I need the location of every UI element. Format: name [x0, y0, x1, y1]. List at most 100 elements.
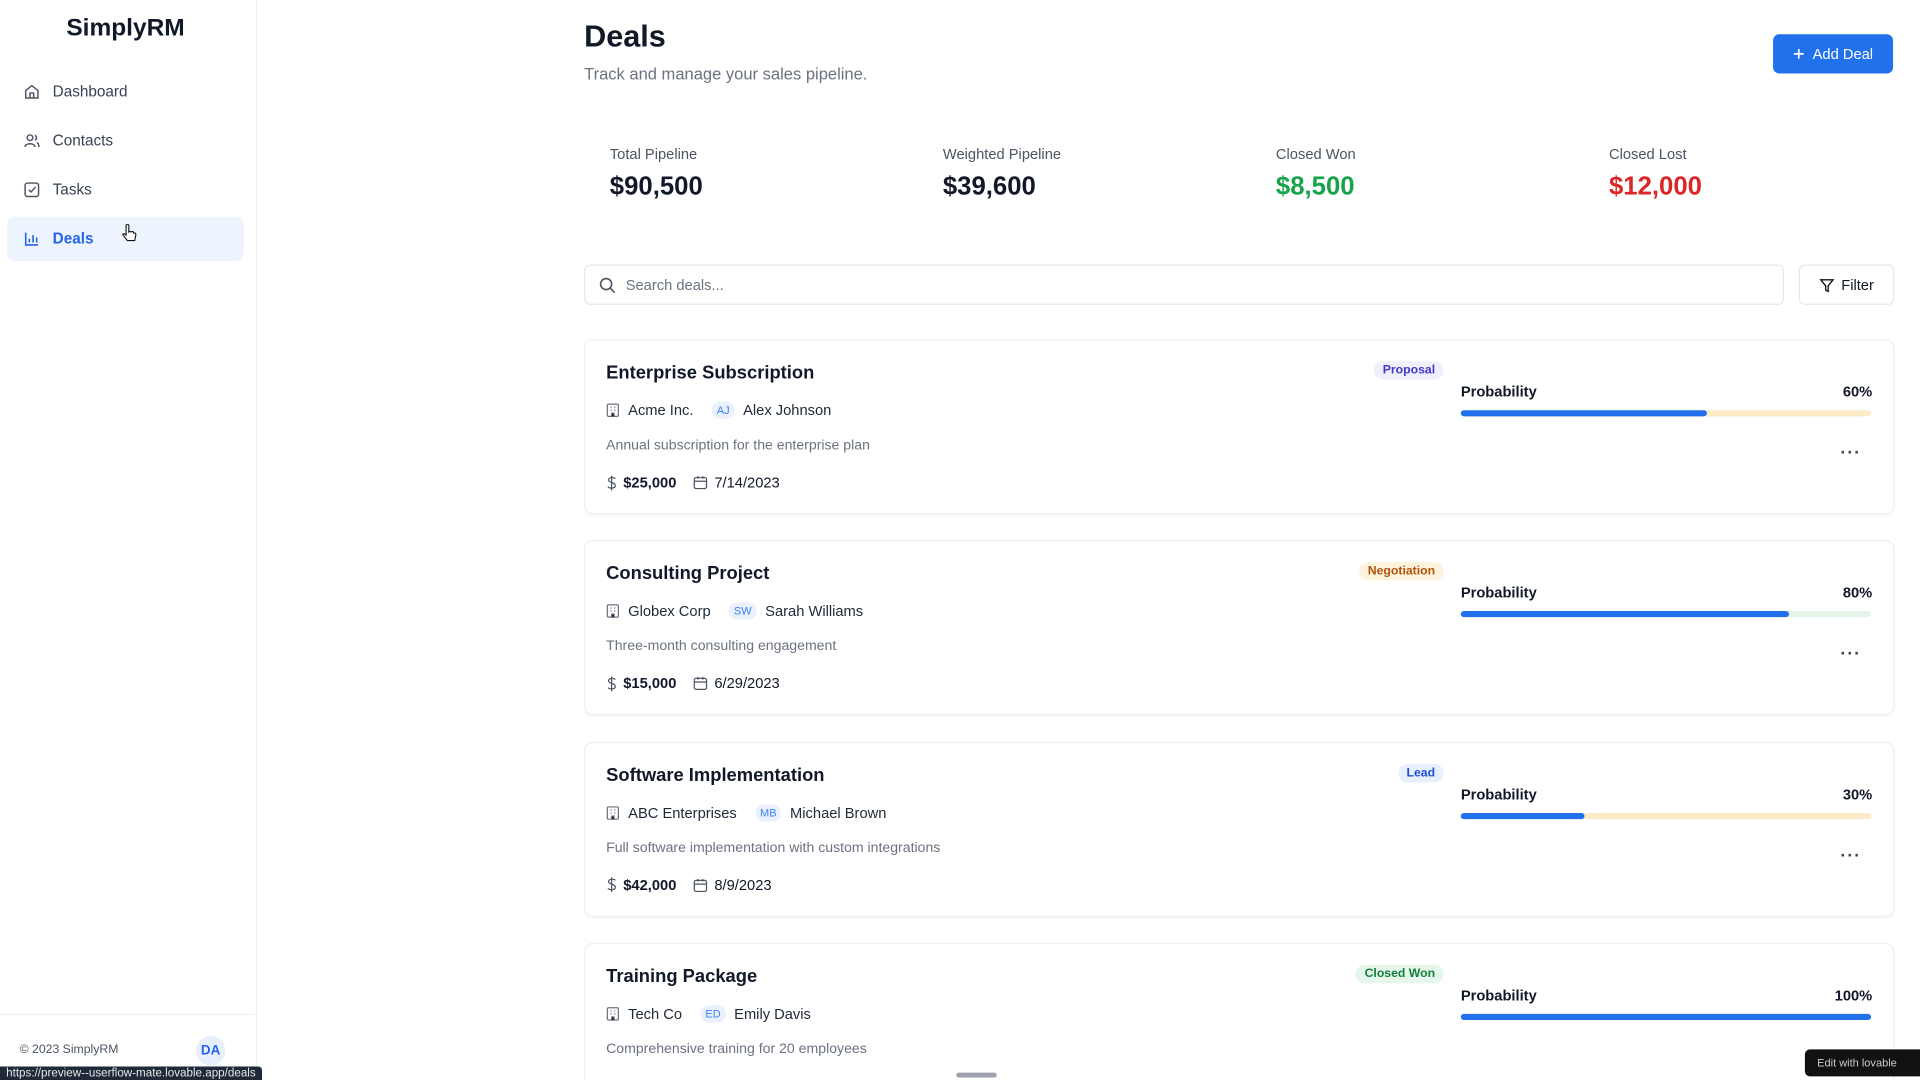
icon-building-svg — [606, 805, 619, 820]
status-badge: Closed Won — [1356, 964, 1444, 984]
icon-check — [24, 182, 40, 198]
icon-calendar — [694, 676, 709, 691]
contact-initials: ED — [700, 1005, 726, 1023]
deal-description: Full software implementation with custom… — [606, 840, 941, 856]
company: Acme Inc. — [628, 401, 694, 419]
probability-bar — [1460, 410, 1707, 417]
deal-title: Consulting Project — [606, 563, 770, 585]
probability-value: 100% — [1834, 986, 1873, 1004]
company: Tech Co — [628, 1005, 683, 1023]
filter-button[interactable]: Filter — [1798, 264, 1895, 305]
icon-building — [606, 403, 619, 418]
deal-description: Three-month consulting engagement — [606, 639, 837, 655]
close-date: 8/9/2023 — [714, 876, 772, 894]
icon-dollar — [606, 676, 617, 692]
icon-calendar-svg — [694, 677, 708, 691]
stat-label: Weighted Pipeline — [942, 145, 1062, 163]
deal-meta: Tech Co ED Emily Davis — [606, 1005, 811, 1023]
probability-label: Probability — [1460, 986, 1537, 1004]
stat-value: $90,500 — [609, 172, 703, 201]
search-input[interactable]: Search deals... — [584, 264, 1785, 305]
stat-value: $12,000 — [1608, 172, 1702, 201]
brand: SimplyRM — [66, 14, 185, 42]
deal-amount-date: $15,000 6/29/2023 — [606, 675, 780, 692]
icon-search — [599, 277, 616, 293]
icon-chart — [24, 232, 38, 246]
stat-value: $8,500 — [1275, 172, 1355, 201]
contact-name: Alex Johnson — [743, 401, 832, 419]
nav-deals[interactable]: Deals — [7, 216, 244, 261]
probability-bar — [1460, 812, 1584, 819]
icon-dollar-svg — [607, 877, 616, 893]
icon-dollar-svg — [607, 475, 616, 490]
nav-contacts[interactable]: Contacts — [7, 119, 243, 163]
status-badge: Negotiation — [1359, 562, 1444, 581]
contact-initials: MB — [755, 803, 782, 822]
status-badge: Proposal — [1374, 361, 1444, 380]
scroll-indicator — [956, 1072, 997, 1078]
icon-calendar-svg — [694, 878, 708, 892]
nav-tasks[interactable]: Tasks — [7, 168, 243, 212]
deal-card[interactable]: Training Package Closed Won Tech Co ED Emily… — [584, 942, 1895, 1080]
icon-building-svg — [606, 604, 619, 619]
add-deal-button[interactable]: Add Deal — [1773, 34, 1894, 74]
amount: $25,000 — [623, 473, 677, 492]
icon-building-svg — [606, 1007, 619, 1021]
icon-users — [24, 134, 40, 148]
stat-label: Total Pipeline — [609, 145, 698, 163]
contact-name: Michael Brown — [790, 803, 887, 822]
copyright: © 2023 SimplyRM — [19, 1043, 119, 1057]
amount: $15,000 — [623, 675, 677, 693]
deal-meta: ABC Enterprises MB Michael Brown — [606, 803, 887, 822]
nav-label: Tasks — [52, 181, 92, 199]
edit-badge[interactable]: Edit with lovable — [1804, 1049, 1920, 1077]
probability-value: 80% — [1842, 584, 1873, 602]
deal-description: Comprehensive training for 20 employees — [606, 1041, 867, 1057]
probability-track — [1460, 1013, 1872, 1020]
deal-card[interactable]: Consulting Project Negotiation Globex Corp… — [584, 540, 1895, 716]
close-date: 6/29/2023 — [714, 675, 780, 693]
icon-home — [24, 84, 39, 99]
stat-label: Closed Won — [1275, 145, 1356, 163]
more-menu[interactable]: ··· — [1840, 442, 1862, 462]
probability-label: Probability — [1460, 584, 1537, 602]
contact-name: Emily Davis — [734, 1005, 811, 1023]
sidebar: SimplyRM Dashboard Contacts Tasks Deals … — [0, 0, 258, 1080]
icon-plus — [1794, 48, 1805, 59]
deal-description: Annual subscription for the enterprise p… — [606, 438, 870, 454]
icon-calendar-svg — [694, 476, 708, 490]
deal-amount-date: $42,000 8/9/2023 — [606, 876, 772, 894]
search-placeholder: Search deals... — [625, 276, 724, 294]
more-menu[interactable]: ··· — [1840, 844, 1862, 864]
probability-bar — [1460, 1013, 1872, 1020]
button-label: Filter — [1841, 276, 1874, 294]
icon-building — [606, 604, 619, 619]
probability-value: 30% — [1842, 785, 1873, 803]
deal-meta: Globex Corp SW Sarah Williams — [606, 602, 863, 620]
nav-label: Contacts — [52, 132, 114, 150]
icon-calendar — [694, 877, 709, 892]
user-avatar[interactable]: DA — [195, 1035, 226, 1066]
probability-track — [1460, 812, 1872, 819]
nav-label: Deals — [52, 230, 94, 248]
button-label: Add Deal — [1812, 45, 1874, 63]
deal-title: Software Implementation — [606, 764, 825, 786]
nav-label: Dashboard — [52, 83, 128, 101]
probability-track — [1460, 410, 1872, 417]
deal-card[interactable]: Enterprise Subscription Proposal Acme Inc.… — [584, 339, 1895, 515]
status-badge: Lead — [1397, 763, 1444, 782]
cursor — [122, 224, 137, 242]
page-title: Deals — [584, 19, 666, 54]
icon-building — [606, 1006, 619, 1021]
contact-initials: SW — [729, 602, 757, 620]
more-menu[interactable]: ··· — [1840, 643, 1862, 663]
company: Globex Corp — [628, 602, 711, 620]
sidebar-footer — [0, 1013, 255, 1080]
nav-dashboard[interactable]: Dashboard — [7, 70, 243, 114]
icon-calendar — [694, 475, 709, 490]
deal-card[interactable]: Software Implementation Lead ABC Enterpris… — [584, 741, 1895, 917]
probability-label: Probability — [1460, 785, 1537, 803]
stat-value: $39,600 — [942, 172, 1036, 201]
icon-building-svg — [606, 403, 619, 417]
